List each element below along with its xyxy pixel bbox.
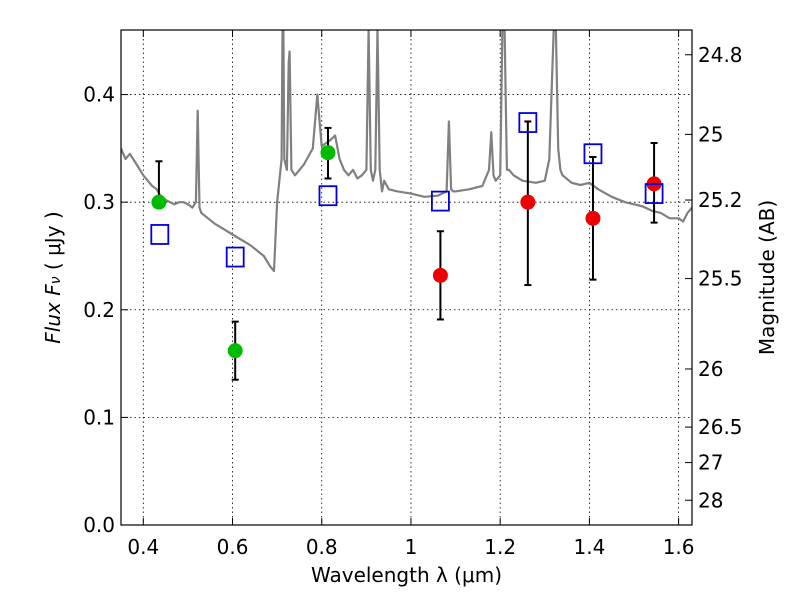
y2-tick-label: 25	[698, 122, 723, 146]
x-tick-label: 1.6	[663, 535, 695, 559]
data-point-red	[520, 194, 536, 210]
y-axis-label-sub: ν	[48, 276, 64, 284]
model-point-square	[583, 143, 603, 165]
data-point-red	[432, 267, 448, 283]
data-point-green	[227, 343, 243, 359]
y2-axis-label: Magnitude (AB)	[755, 200, 779, 355]
y-tick-label: 0.4	[83, 83, 115, 107]
data-point-green	[151, 194, 167, 210]
y-tick-label: 0.1	[83, 405, 115, 429]
y2-tick-label: 26	[698, 357, 723, 381]
x-tick-label: 1	[405, 535, 418, 559]
x-tick-label: 0.8	[306, 535, 338, 559]
y-axis-label-main: Flux F	[41, 284, 65, 344]
x-tick-label: 1.2	[484, 535, 516, 559]
error-bars	[155, 120, 658, 381]
model-point-square	[644, 183, 664, 204]
y-axis-label-unit: ( μJy )	[41, 211, 65, 276]
y-tick-label: 0.0	[83, 513, 115, 537]
model-point-square	[318, 185, 338, 207]
x-tick-label: 0.4	[127, 535, 159, 559]
y2-tick-label: 27	[698, 451, 723, 475]
model-point-square	[225, 246, 245, 268]
data-markers	[150, 112, 664, 359]
spectrum-line	[121, 30, 692, 273]
axis-ticks: 0.4 0.6 0.8 1 1.2 1.4 1.6 0.0 0.1 0.2 0.3 0.4 24.8 25…	[83, 30, 743, 559]
y2-tick-label: 25.2	[698, 188, 743, 212]
y-axis-label: Flux Fν ( μJy )	[41, 211, 65, 343]
y2-tick-label: 28	[698, 488, 723, 512]
plot-frame	[120, 29, 693, 526]
y2-tick-label: 24.8	[698, 43, 743, 67]
x-tick-label: 0.6	[217, 535, 249, 559]
model-spectrum	[121, 30, 692, 273]
grid	[121, 30, 692, 526]
y2-tick-label: 25.5	[698, 267, 743, 291]
data-point-red	[585, 210, 601, 226]
x-axis-label: Wavelength λ (μm)	[311, 563, 502, 587]
y-tick-label: 0.3	[83, 190, 115, 214]
x-tick-label: 1.4	[573, 535, 605, 559]
data-point-green	[320, 145, 336, 161]
model-point-square	[150, 224, 170, 245]
y2-tick-label: 26.5	[698, 415, 743, 439]
y-tick-label: 0.2	[83, 298, 115, 322]
model-point-square	[431, 190, 450, 212]
model-point-square	[518, 112, 538, 133]
